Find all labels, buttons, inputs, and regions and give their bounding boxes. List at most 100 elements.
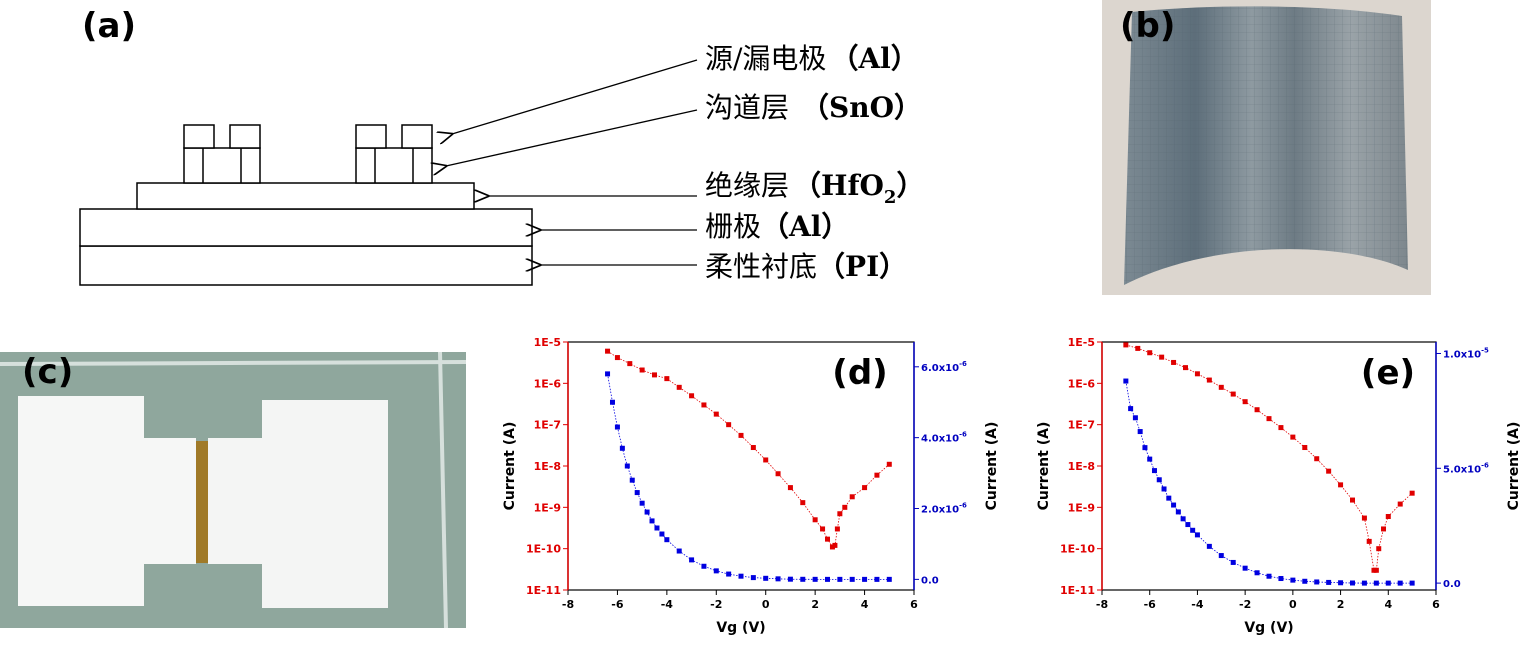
insulator-layer bbox=[136, 182, 475, 210]
linear-data-point bbox=[1409, 580, 1415, 586]
log-data-point bbox=[825, 536, 830, 542]
linear-data-point bbox=[862, 576, 868, 582]
y-right-tick-label: 0.0 bbox=[1443, 579, 1461, 590]
y-right-tick-label: 4.0x10-6 bbox=[921, 431, 967, 445]
drain-electrode-left bbox=[229, 124, 261, 149]
x-tick-label: -8 bbox=[562, 598, 574, 611]
channel-layer-right bbox=[355, 147, 433, 184]
linear-series-line bbox=[607, 373, 890, 580]
layer-label-electrode: 源/漏电极 （Al） bbox=[705, 42, 919, 75]
log-data-point bbox=[1409, 490, 1415, 496]
layer-label-channel: 沟道层 （SnO） bbox=[705, 91, 922, 124]
y-right-tick-label: 2.0x10-6 bbox=[921, 502, 967, 516]
log-data-point bbox=[664, 376, 670, 382]
log-data-point bbox=[1290, 434, 1296, 440]
y-left-tick-label: 1E-7 bbox=[1068, 419, 1095, 432]
layer-label-gate: 栅极（Al） bbox=[705, 210, 849, 243]
linear-data-point bbox=[738, 573, 744, 579]
y-left-tick-label: 1E-8 bbox=[1068, 460, 1095, 473]
log-data-point bbox=[1183, 365, 1188, 371]
linear-data-point bbox=[726, 571, 732, 577]
log-data-point bbox=[1218, 384, 1224, 390]
linear-data-point bbox=[750, 575, 756, 581]
linear-data-point bbox=[1147, 456, 1153, 462]
panel-label-d: (d) bbox=[832, 353, 887, 393]
log-data-point bbox=[775, 471, 781, 477]
x-tick-label: -6 bbox=[1144, 598, 1157, 611]
linear-data-point bbox=[1137, 429, 1143, 435]
x-tick-label: -6 bbox=[611, 598, 624, 611]
linear-data-point bbox=[825, 576, 830, 582]
x-tick-label: 2 bbox=[811, 598, 819, 611]
y-left-tick-label: 1E-11 bbox=[526, 584, 561, 597]
log-data-point bbox=[842, 504, 848, 510]
linear-data-point bbox=[609, 399, 615, 405]
log-data-point bbox=[1206, 377, 1212, 383]
drain-electrode-right bbox=[401, 124, 433, 149]
x-tick-label: -8 bbox=[1096, 598, 1108, 611]
linear-data-point bbox=[659, 531, 665, 537]
panel-label-e: (e) bbox=[1361, 353, 1415, 393]
linear-data-point bbox=[1242, 565, 1248, 571]
log-data-point bbox=[1135, 345, 1141, 351]
log-data-point bbox=[605, 348, 611, 354]
x-tick-label: -4 bbox=[661, 598, 674, 611]
linear-data-point bbox=[849, 576, 855, 582]
linear-data-point bbox=[800, 576, 806, 582]
linear-data-point bbox=[1230, 559, 1236, 565]
linear-data-point bbox=[1151, 468, 1157, 474]
linear-data-point bbox=[605, 371, 611, 377]
log-data-point bbox=[1397, 501, 1403, 507]
y-left-tick-label: 1E-6 bbox=[1068, 377, 1096, 390]
log-data-point bbox=[1302, 445, 1308, 451]
log-data-point bbox=[787, 485, 793, 491]
log-data-point bbox=[1147, 350, 1153, 356]
linear-data-point bbox=[664, 537, 670, 543]
log-data-point bbox=[800, 500, 806, 506]
linear-data-point bbox=[701, 563, 707, 569]
log-data-point bbox=[1278, 425, 1284, 431]
y-right-tick-label: 6.0x10-6 bbox=[921, 360, 967, 374]
log-data-point bbox=[1361, 515, 1367, 521]
y-left-tick-label: 1E-8 bbox=[534, 460, 561, 473]
log-data-point bbox=[1266, 416, 1272, 422]
y-left-axis-title: Current (A) bbox=[1036, 422, 1052, 511]
linear-data-point bbox=[614, 424, 620, 430]
y-left-tick-label: 1E-10 bbox=[1060, 543, 1095, 556]
log-data-point bbox=[701, 402, 707, 408]
linear-data-point bbox=[1185, 522, 1191, 528]
x-tick-label: 6 bbox=[910, 598, 918, 611]
linear-data-point bbox=[1218, 553, 1224, 559]
log-data-point bbox=[738, 432, 744, 438]
log-data-point bbox=[1314, 456, 1320, 462]
drain-pad bbox=[208, 400, 388, 608]
log-data-point bbox=[627, 361, 633, 367]
linear-data-point bbox=[649, 518, 655, 524]
log-data-point bbox=[1376, 546, 1382, 552]
source-electrode-right bbox=[355, 124, 387, 149]
log-data-point bbox=[1373, 567, 1379, 573]
linear-data-point bbox=[763, 575, 769, 581]
y-left-tick-label: 1E-5 bbox=[1068, 338, 1095, 349]
source-pad bbox=[18, 396, 196, 606]
linear-data-point bbox=[1302, 578, 1308, 584]
linear-data-point bbox=[634, 490, 640, 496]
log-data-point bbox=[1194, 371, 1200, 377]
linear-data-point bbox=[1314, 579, 1320, 585]
x-tick-label: 2 bbox=[1337, 598, 1345, 611]
linear-data-point bbox=[1278, 576, 1284, 582]
linear-data-point bbox=[1123, 378, 1129, 384]
log-data-point bbox=[639, 367, 645, 373]
log-data-point bbox=[1123, 342, 1129, 348]
flexible-film-photo bbox=[1102, 0, 1431, 295]
log-series-line bbox=[607, 350, 890, 548]
linear-data-point bbox=[1194, 532, 1200, 538]
linear-data-point bbox=[1180, 516, 1186, 522]
y-left-axis-title: Current (A) bbox=[502, 422, 518, 511]
linear-data-point bbox=[1175, 509, 1181, 515]
transfer-curve-chart-e: -8 -6 -4 -2 0 2 4 6 1E-11 1E-10 1E-9 1E-8 1E-7 1E-6 1E… bbox=[1036, 338, 1522, 636]
linear-data-point bbox=[689, 557, 695, 563]
y-right-tick-label: 1.0x10-5 bbox=[1443, 346, 1489, 360]
panel-label-c: (c) bbox=[22, 352, 74, 392]
log-data-point bbox=[862, 485, 868, 491]
